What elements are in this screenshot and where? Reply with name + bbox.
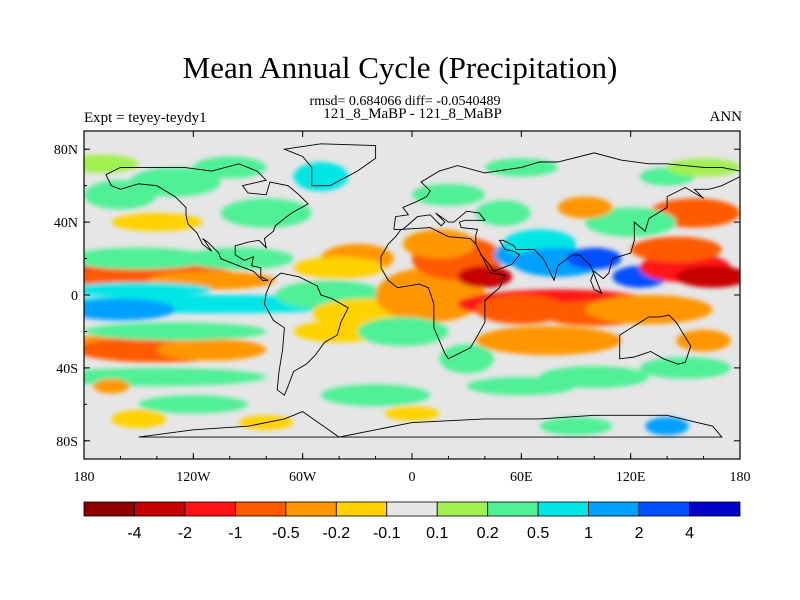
colorbar-box — [537, 501, 590, 517]
anomaly-cell — [439, 344, 494, 374]
anomaly-cell — [84, 322, 267, 341]
colorbar-box — [184, 501, 236, 517]
anomaly-layer — [84, 154, 740, 436]
colorbar-box — [638, 501, 690, 517]
colorbar-label: -0.2 — [323, 525, 351, 542]
coastline — [263, 272, 349, 396]
anomaly-cell — [639, 356, 731, 379]
anomaly-cell — [402, 229, 476, 259]
anomaly-cell — [320, 384, 431, 407]
x-tick-label: 60E — [510, 470, 533, 485]
coastline — [619, 314, 692, 365]
y-tick-label: 40S — [56, 362, 78, 377]
anomaly-cell — [557, 196, 613, 219]
colorbar-box — [436, 501, 489, 517]
anomaly-cell — [645, 417, 689, 436]
colorbar-label: -4 — [127, 525, 141, 542]
anomaly-cell — [184, 247, 294, 270]
experiment-label: Expt = teyey-teydy1 — [84, 110, 207, 126]
colorbar-box — [689, 501, 741, 517]
colorbar-box — [285, 501, 337, 517]
anomaly-cell — [475, 325, 622, 356]
anomaly-cell — [357, 316, 449, 347]
colorbar-label: 0.1 — [426, 525, 448, 542]
anomaly-cell — [630, 236, 722, 263]
anomaly-cell — [585, 295, 713, 325]
colorbar: -4 -2 -1 -0.5 -0.2 -0.1 0.1 0.2 0.5 1 2 4 — [83, 501, 741, 542]
colorbar-label: -0.5 — [272, 525, 300, 542]
anomaly-cell — [156, 338, 267, 361]
colorbar-box — [335, 501, 388, 517]
x-tick-label: 60W — [289, 470, 317, 485]
anomaly-cell — [384, 406, 440, 421]
axis-layer: 180 120W 60W 0 60E 120E 180 80N 40N 0 40S 80S — [54, 131, 751, 485]
anomaly-cell — [111, 213, 203, 232]
coastline — [393, 152, 740, 295]
coastline — [138, 411, 723, 438]
anomaly-cell — [293, 256, 385, 279]
y-tick-label: 40N — [54, 216, 78, 231]
x-tick-label: 180 — [730, 470, 751, 485]
anomaly-cell — [193, 156, 267, 179]
anomaly-cell — [84, 247, 212, 270]
colorbar-label: 4 — [685, 525, 694, 542]
colorbar-label: 0.2 — [477, 525, 499, 542]
colorbar-label: -0.1 — [373, 525, 401, 542]
y-tick-label: 0 — [71, 289, 78, 304]
anomaly-cell — [293, 161, 349, 192]
anomaly-cell — [412, 183, 485, 206]
anomaly-cell — [475, 200, 531, 226]
y-tick-label: 80N — [54, 143, 78, 158]
coastline — [105, 163, 309, 281]
colorbar-box — [83, 501, 135, 517]
colorbar-box — [386, 501, 438, 517]
anomaly-cell — [585, 207, 677, 237]
colorbar-box — [588, 501, 640, 517]
x-tick-label: 180 — [74, 470, 95, 485]
x-tick-label: 0 — [409, 470, 416, 485]
anomaly-cell — [457, 265, 513, 288]
chart-title: Mean Annual Cycle (Precipitation) — [182, 50, 618, 85]
anomaly-cell — [84, 154, 139, 173]
anomaly-cell — [84, 282, 212, 297]
colorbar-box — [487, 501, 539, 517]
season-label: ANN — [709, 109, 743, 125]
anomaly-cell — [676, 265, 740, 288]
anomaly-cell — [220, 198, 312, 228]
anomaly-cell — [111, 409, 166, 429]
case-label: 121_8_MaBP - 121_8_MaBP — [323, 106, 502, 122]
anomaly-cell — [539, 417, 613, 436]
anomaly-cell — [566, 247, 622, 270]
colorbar-box — [234, 501, 287, 517]
colorbar-label: 2 — [635, 525, 644, 542]
anomaly-cell — [84, 298, 176, 321]
x-tick-label: 120E — [616, 470, 646, 485]
anomaly-cell — [475, 295, 567, 325]
y-tick-label: 80S — [56, 435, 78, 450]
coastline-layer — [105, 143, 740, 438]
colorbar-label: -2 — [178, 525, 192, 542]
colorbar-label: -1 — [228, 525, 242, 542]
anomaly-cell — [129, 167, 221, 197]
x-tick-label: 120W — [176, 470, 211, 485]
anomaly-cell — [138, 395, 248, 414]
stats-line: rmsd= 0.684066 diff= -0.0540489 — [309, 94, 501, 109]
colorbar-box — [134, 501, 186, 517]
coastline — [282, 143, 377, 187]
anomaly-cell — [676, 329, 731, 352]
anomaly-cell — [93, 378, 130, 394]
anomaly-cell — [375, 267, 485, 323]
anomaly-cell — [466, 377, 576, 396]
colorbar-label: 0.5 — [527, 525, 549, 542]
colorbar-label: 1 — [584, 525, 593, 542]
anomaly-cell — [84, 367, 267, 387]
